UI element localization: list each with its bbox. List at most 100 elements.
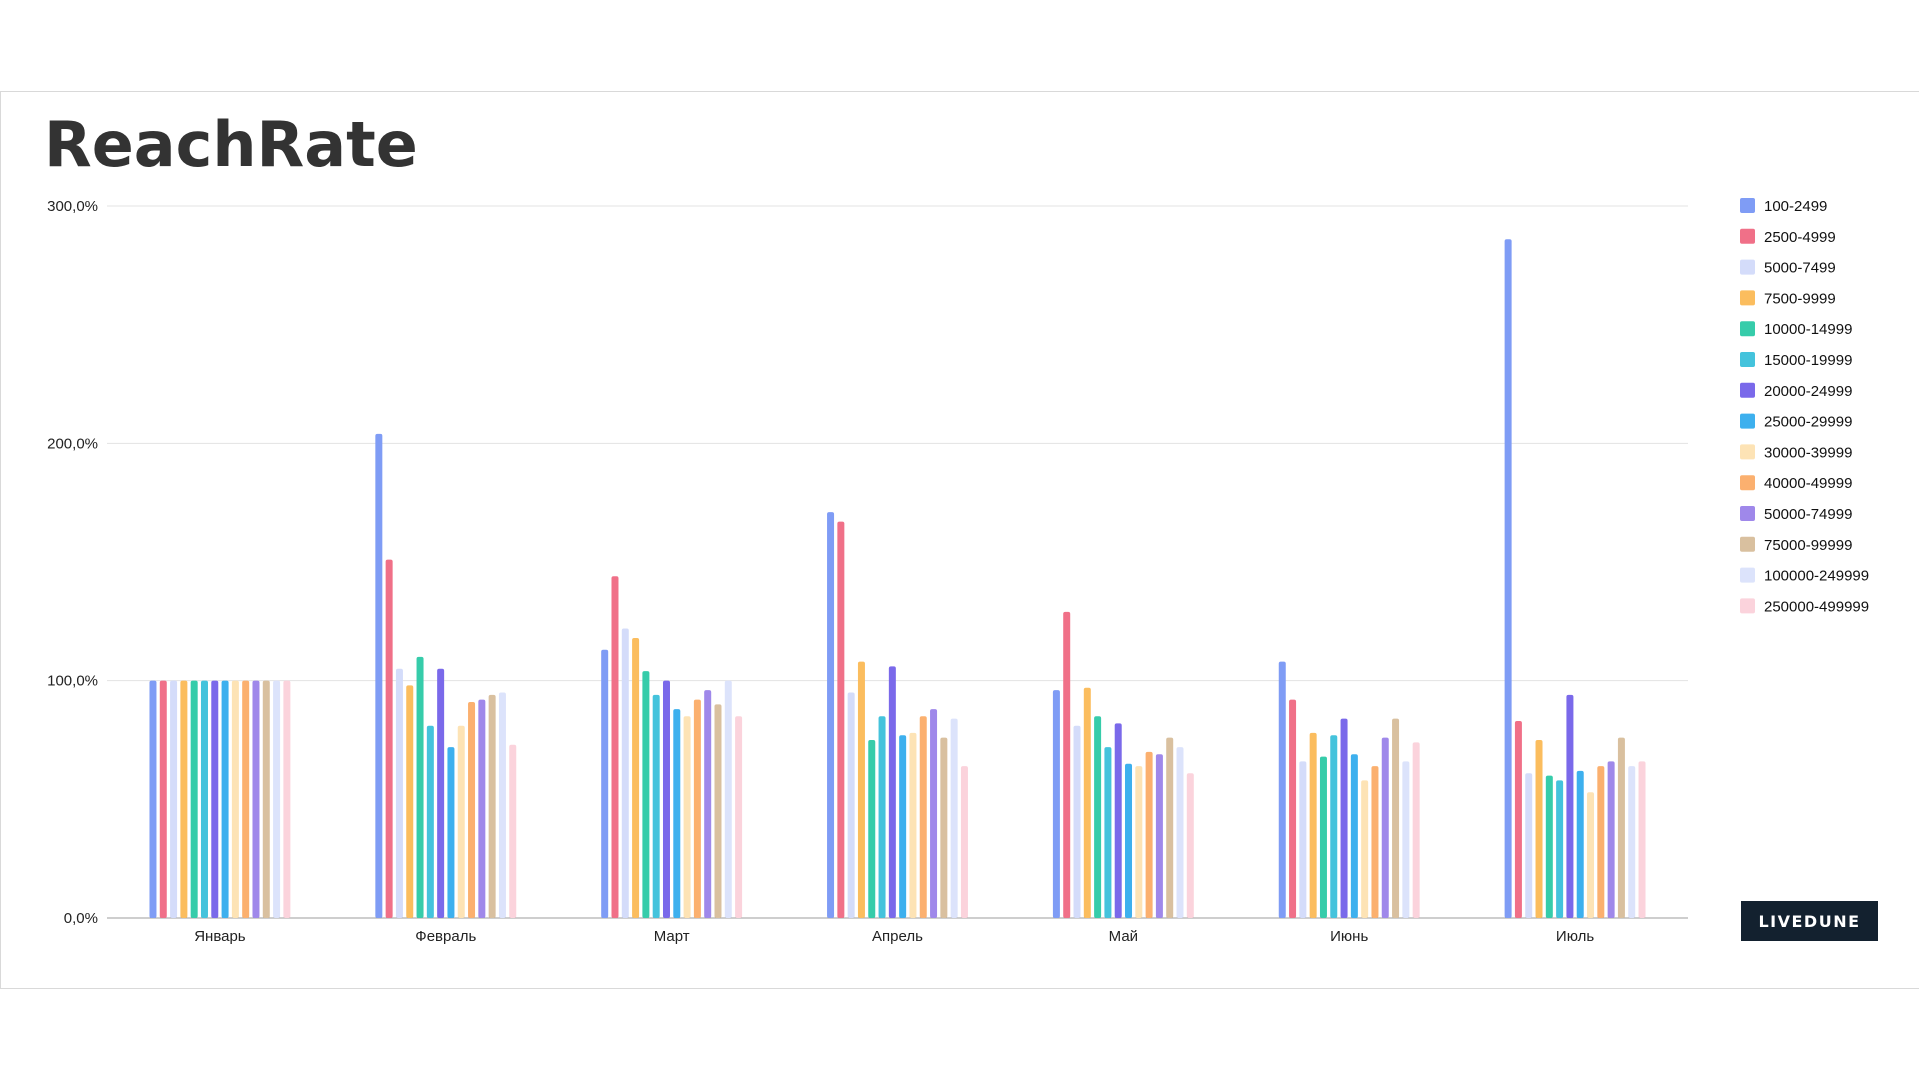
bar xyxy=(1535,740,1543,918)
bar xyxy=(498,692,506,918)
bar xyxy=(1402,761,1410,918)
x-tick-label: Май xyxy=(1109,928,1138,945)
bar xyxy=(673,709,681,918)
bar xyxy=(1361,780,1369,918)
bar xyxy=(385,559,393,918)
x-tick-label: Апрель xyxy=(872,928,923,945)
bar xyxy=(1545,775,1553,918)
legend-label: 100000-249999 xyxy=(1764,568,1869,585)
bar xyxy=(1094,716,1102,918)
bar xyxy=(714,704,722,918)
bar xyxy=(1638,761,1646,918)
bar xyxy=(724,680,732,918)
bar xyxy=(1166,737,1174,918)
bar xyxy=(683,716,691,918)
x-tick-label: Июль xyxy=(1556,928,1594,945)
bar xyxy=(1525,773,1533,918)
bar xyxy=(1063,611,1071,918)
bar xyxy=(437,668,445,918)
bar xyxy=(1289,699,1297,918)
bar xyxy=(159,680,167,918)
bar xyxy=(632,637,640,918)
legend-label: 10000-14999 xyxy=(1764,321,1852,338)
bar xyxy=(888,666,896,918)
bar xyxy=(868,740,876,918)
legend-label: 7500-9999 xyxy=(1764,290,1836,307)
bar xyxy=(1617,737,1625,918)
bar xyxy=(1330,735,1338,918)
x-tick-label: Январь xyxy=(194,928,246,945)
legend-swatch xyxy=(1740,567,1755,583)
legend-swatch xyxy=(1740,290,1755,306)
bar xyxy=(950,718,958,918)
legend-label: 100-2499 xyxy=(1764,198,1827,215)
legend-label: 40000-49999 xyxy=(1764,475,1852,492)
legend-swatch xyxy=(1740,352,1755,367)
bar xyxy=(1186,773,1194,918)
bar xyxy=(262,680,270,918)
bar xyxy=(652,694,660,918)
bar xyxy=(468,702,476,918)
bar xyxy=(642,671,650,918)
bar xyxy=(1176,747,1184,918)
legend-swatch xyxy=(1740,198,1755,213)
legend-label: 75000-99999 xyxy=(1764,537,1852,554)
bar xyxy=(1309,732,1317,918)
bar xyxy=(231,680,239,918)
bar xyxy=(878,716,886,918)
bar xyxy=(426,725,434,918)
bar xyxy=(1607,761,1615,918)
legend-swatch xyxy=(1740,321,1755,337)
bar xyxy=(1504,239,1512,919)
bar xyxy=(252,680,260,918)
bar xyxy=(190,680,198,918)
livedune-logo: LIVEDUNE xyxy=(1741,901,1878,941)
bar xyxy=(857,661,865,918)
bar xyxy=(1381,737,1389,918)
bar xyxy=(416,656,424,918)
bar xyxy=(1412,742,1420,918)
bar xyxy=(211,680,219,918)
bar xyxy=(735,716,743,918)
bar xyxy=(283,680,291,918)
bar xyxy=(1155,754,1163,918)
legend-label: 5000-7499 xyxy=(1764,260,1836,277)
bar xyxy=(488,694,496,918)
bar xyxy=(509,744,517,918)
bar xyxy=(457,725,465,918)
bar xyxy=(1340,718,1348,918)
x-tick-label: Июнь xyxy=(1330,928,1368,945)
bar xyxy=(909,732,917,918)
bar xyxy=(1278,661,1286,918)
bar xyxy=(960,766,968,918)
bar xyxy=(1350,754,1358,918)
legend-swatch xyxy=(1740,444,1755,460)
bar xyxy=(478,699,486,918)
legend-swatch xyxy=(1740,228,1755,244)
x-tick-label: Март xyxy=(654,928,690,945)
bar xyxy=(940,737,948,918)
bar xyxy=(1052,690,1060,918)
y-tick-label: 200,0% xyxy=(47,435,98,452)
bar xyxy=(662,680,670,918)
legend-swatch xyxy=(1740,598,1755,614)
legend-swatch xyxy=(1740,413,1755,429)
legend-swatch xyxy=(1740,382,1755,398)
bar xyxy=(447,747,455,918)
bar xyxy=(1135,766,1143,918)
y-tick-label: 300,0% xyxy=(47,198,98,215)
bar xyxy=(200,680,208,918)
legend-swatch xyxy=(1740,506,1755,521)
bar xyxy=(621,628,629,918)
bar xyxy=(847,692,855,918)
bar xyxy=(1083,687,1091,918)
legend-label: 250000-499999 xyxy=(1764,598,1869,615)
y-tick-label: 100,0% xyxy=(47,673,98,690)
bar xyxy=(704,690,712,918)
bar xyxy=(1104,747,1112,918)
bar xyxy=(1114,723,1122,918)
legend-label: 30000-39999 xyxy=(1764,444,1852,461)
bar xyxy=(1371,766,1379,918)
bar xyxy=(611,576,619,918)
legend-label: 25000-29999 xyxy=(1764,414,1852,431)
